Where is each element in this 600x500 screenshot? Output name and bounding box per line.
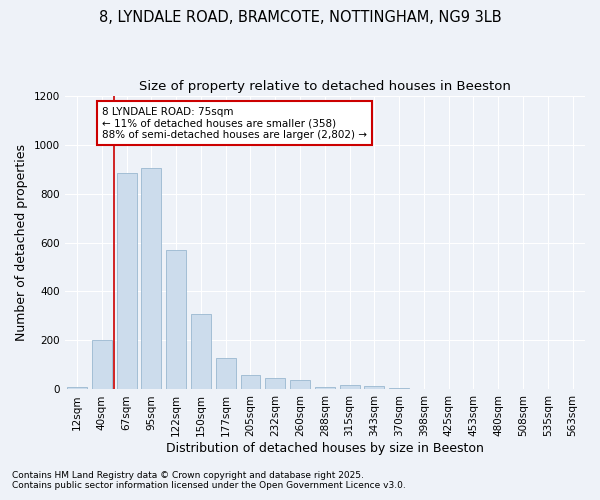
X-axis label: Distribution of detached houses by size in Beeston: Distribution of detached houses by size … bbox=[166, 442, 484, 455]
Text: 8, LYNDALE ROAD, BRAMCOTE, NOTTINGHAM, NG9 3LB: 8, LYNDALE ROAD, BRAMCOTE, NOTTINGHAM, N… bbox=[98, 10, 502, 25]
Bar bbox=[92, 340, 112, 390]
Bar bbox=[216, 358, 236, 390]
Bar bbox=[191, 314, 211, 390]
Bar bbox=[364, 386, 385, 390]
Bar bbox=[117, 172, 137, 390]
Bar bbox=[265, 378, 285, 390]
Title: Size of property relative to detached houses in Beeston: Size of property relative to detached ho… bbox=[139, 80, 511, 93]
Bar bbox=[166, 250, 186, 390]
Text: Contains HM Land Registry data © Crown copyright and database right 2025.
Contai: Contains HM Land Registry data © Crown c… bbox=[12, 470, 406, 490]
Bar bbox=[340, 385, 359, 390]
Y-axis label: Number of detached properties: Number of detached properties bbox=[15, 144, 28, 341]
Bar bbox=[315, 387, 335, 390]
Bar bbox=[414, 388, 434, 390]
Text: 8 LYNDALE ROAD: 75sqm
← 11% of detached houses are smaller (358)
88% of semi-det: 8 LYNDALE ROAD: 75sqm ← 11% of detached … bbox=[102, 106, 367, 140]
Bar bbox=[290, 380, 310, 390]
Bar bbox=[67, 387, 87, 390]
Bar bbox=[389, 388, 409, 390]
Bar bbox=[142, 168, 161, 390]
Bar bbox=[241, 375, 260, 390]
